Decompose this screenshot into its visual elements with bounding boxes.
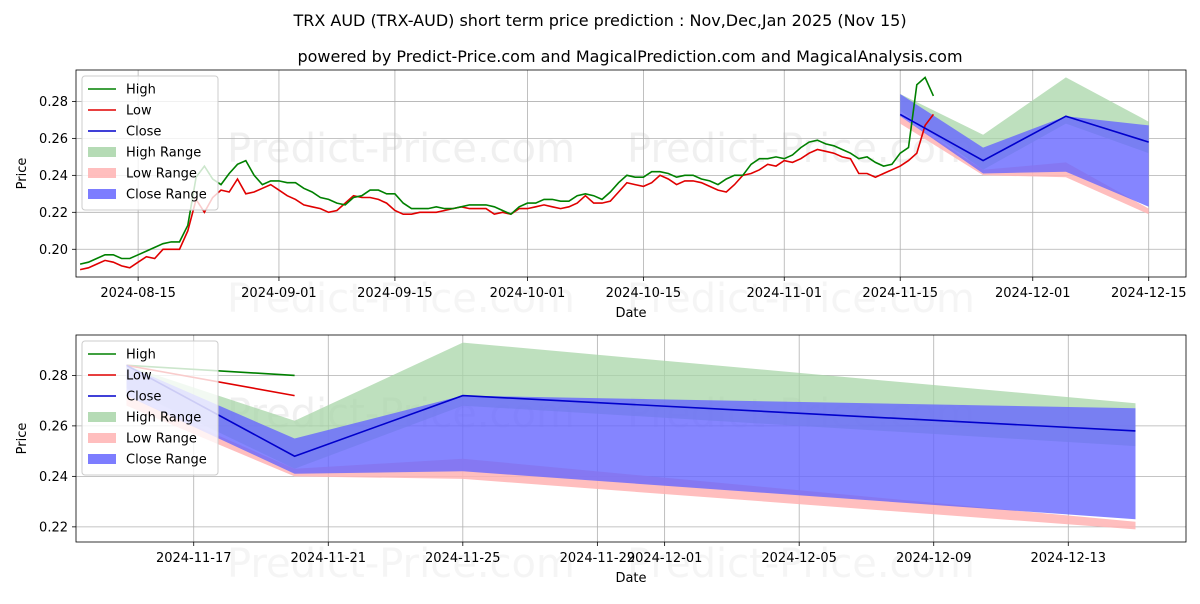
x-tick-label: 2024-09-01 [241, 286, 317, 301]
x-tick-label: 2024-12-05 [761, 551, 837, 566]
low-series-line [79, 113, 935, 271]
legend-patch-swatch [88, 147, 116, 157]
y-axis-label: Price [15, 158, 30, 190]
x-tick-label: 2024-10-15 [606, 286, 682, 301]
watermark-text: Predict-Price.com [227, 126, 575, 172]
x-tick-label: 2024-11-15 [862, 286, 938, 301]
plot-frame [75, 334, 1187, 543]
x-tick-label: 2024-12-01 [995, 286, 1071, 301]
y-tick-label: 0.22 [39, 520, 68, 535]
watermark-text: Predict-Price.com [627, 276, 975, 322]
watermark-text: Predict-Price.com [227, 276, 575, 322]
legend-entry-label: Close Range [126, 188, 207, 203]
x-tick-label: 2024-11-21 [290, 551, 366, 566]
watermark-text: Predict-Price.com [227, 541, 575, 587]
y-tick-label: 0.20 [39, 243, 68, 258]
x-tick-label: 2024-08-15 [100, 286, 176, 301]
y-tick-label: 0.28 [39, 369, 68, 384]
legend-entry-label: Low Range [126, 167, 197, 182]
y-tick-label: 0.24 [39, 470, 68, 485]
x-tick-label: 2024-11-01 [746, 286, 822, 301]
x-tick-label: 2024-12-01 [627, 551, 703, 566]
x-tick-label: 2024-11-29 [560, 551, 636, 566]
legend-entry-label: High [126, 348, 156, 363]
y-axis-label: Price [15, 423, 30, 455]
plot-area [126, 342, 1136, 530]
legend-entry-label: High [126, 83, 156, 98]
legend-patch-swatch [88, 189, 116, 199]
y-tick-label: 0.28 [39, 95, 68, 110]
x-tick-label: 2024-11-17 [156, 551, 232, 566]
y-tick-label: 0.22 [39, 206, 68, 221]
low-range-band [126, 395, 1136, 530]
y-tick-label: 0.26 [39, 132, 68, 147]
watermark-text: Predict-Price.com [627, 541, 975, 587]
chart-subtitle: powered by Predict-Price.com and Magical… [297, 47, 962, 66]
y-tick-label: 0.26 [39, 419, 68, 434]
legend-entry-label: Close Range [126, 453, 207, 468]
x-tick-label: 2024-12-09 [896, 551, 972, 566]
x-tick-label: 2024-09-15 [357, 286, 433, 301]
legend-entry-label: Low Range [126, 432, 197, 447]
x-tick-label: 2024-12-13 [1030, 551, 1106, 566]
high-series-line [79, 76, 935, 265]
legend-patch-swatch [88, 433, 116, 443]
x-axis-label: Date [615, 306, 646, 321]
legend-entry-label: High Range [126, 411, 201, 426]
chart-title: TRX AUD (TRX-AUD) short term price predi… [292, 11, 906, 30]
legend-entry-label: High Range [126, 146, 201, 161]
x-tick-label: 2024-12-15 [1111, 286, 1187, 301]
x-tick-label: 2024-10-01 [490, 286, 566, 301]
close-range-band [126, 365, 1136, 520]
close-series-line [899, 113, 1149, 162]
legend-entry-label: Close [126, 125, 161, 140]
legend-patch-swatch [88, 412, 116, 422]
overview-panel: Predict-Price.com Predict-Price.com Predic… [15, 69, 1187, 322]
legend-patch-swatch [88, 454, 116, 464]
legend-patch-swatch [88, 168, 116, 178]
forecast-detail-panel: Predict-Price.comPredict-Price.comPredic… [15, 334, 1187, 587]
legend-entry-label: Close [126, 390, 161, 405]
plot-area [79, 76, 1149, 271]
legend-entry-label: Low [126, 369, 152, 384]
x-tick-label: 2024-11-25 [425, 551, 501, 566]
x-axis-label: Date [615, 571, 646, 586]
plot-frame [75, 69, 1187, 278]
legend-entry-label: Low [126, 104, 152, 119]
y-tick-label: 0.24 [39, 169, 68, 184]
